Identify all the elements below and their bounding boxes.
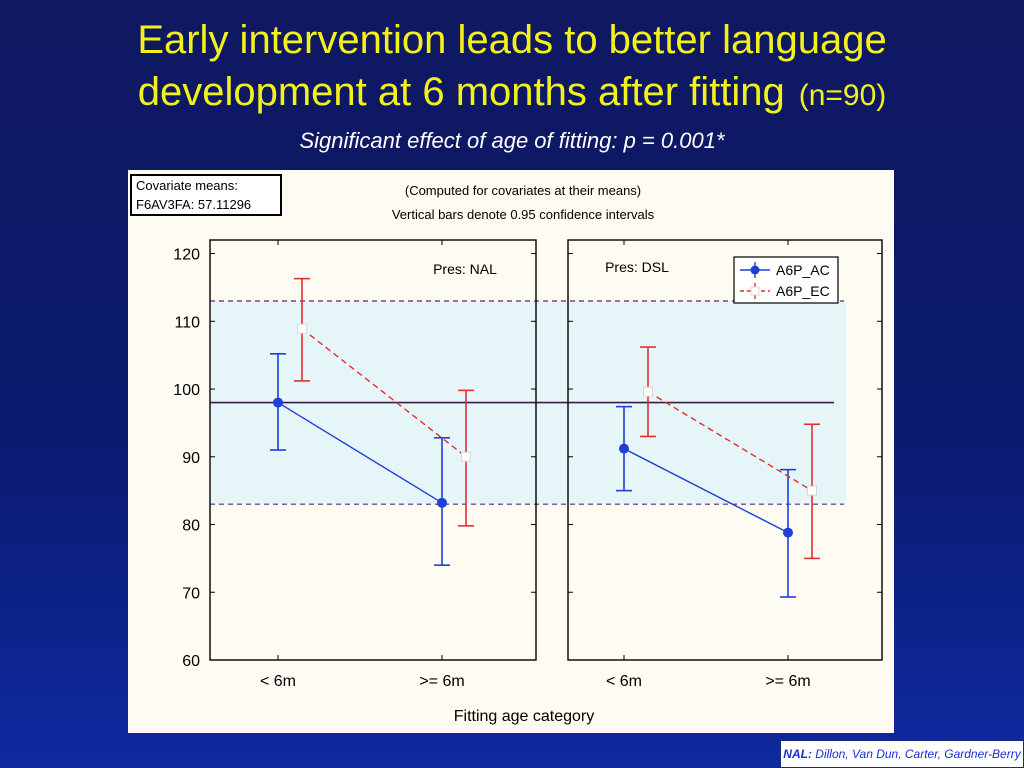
legend-label-ac: A6P_AC: [776, 262, 830, 278]
slide-subtitle: Significant effect of age of fitting: p …: [299, 128, 725, 153]
confidence-note: Vertical bars denote 0.95 confidence int…: [391, 207, 655, 222]
x-tick-label: >= 6m: [419, 673, 464, 690]
legend-marker-ac: [750, 265, 760, 275]
title-line-1: Early intervention leads to better langu…: [137, 18, 887, 62]
covariate-box: Covariate means: F6AV3FA: 57.11296: [130, 174, 282, 216]
data-point-ac: [273, 397, 283, 408]
plot-frame-1: [209, 239, 537, 661]
legend-label-ec: A6P_EC: [776, 283, 830, 299]
y-tick-label: 80: [182, 518, 200, 535]
y-tick-label: 60: [182, 653, 200, 670]
data-point-ec: [461, 451, 471, 462]
data-point-ac: [783, 527, 793, 538]
data-point-ec: [643, 386, 653, 397]
data-point-ac: [437, 497, 447, 508]
x-tick-label: < 6m: [260, 673, 296, 690]
y-tick-label: 90: [182, 450, 200, 467]
series-line-ec: [301, 328, 467, 458]
slide-title: Early intervention leads to better langu…: [0, 14, 1024, 122]
data-point-ec: [807, 485, 817, 496]
panel-label-nal: Pres: NAL: [433, 261, 497, 277]
y-tick-label: 120: [173, 247, 200, 264]
x-tick-label: < 6m: [606, 673, 642, 690]
covariate-line-1: Covariate means:: [136, 178, 238, 193]
y-tick-label: 100: [173, 382, 200, 399]
citation-footer: NAL: Dillon, Van Dun, Carter, Gardner-Be…: [780, 740, 1024, 768]
series-line-ec: [647, 391, 813, 492]
chart-svg: 60 70 80 90 100 110 120 < 6m >= 6m < 6m >= 6m Fitti…: [173, 239, 883, 725]
title-sample-size: (n=90): [798, 79, 887, 112]
x-axis-label: Fitting age category: [454, 708, 595, 725]
y-tick-label: 110: [174, 314, 200, 331]
citation-authors: Dillon, Van Dun, Carter, Gardner-Berry: [811, 747, 1021, 761]
title-line-2-text: development at 6 months after fitting: [137, 70, 785, 114]
legend-marker-ec: [750, 286, 760, 296]
computed-note: (Computed for covariates at their means): [404, 183, 642, 198]
panel-label-dsl: Pres: DSL: [605, 259, 669, 275]
data-point-ac: [619, 443, 629, 454]
data-point-ec: [297, 323, 307, 334]
x-tick-label: >= 6m: [765, 673, 810, 690]
title-line-2: development at 6 months after fitting (n=…: [0, 66, 1024, 122]
citation-nal: NAL:: [783, 747, 812, 761]
y-tick-label: 70: [182, 585, 200, 602]
chart-panel: 60 70 80 90 100 110 120 < 6m >= 6m < 6m >= 6m Fitti…: [128, 170, 894, 733]
covariate-line-2: F6AV3FA: 57.11296: [136, 197, 252, 212]
plot-frame-2: [567, 239, 883, 661]
series-line-ac: [623, 448, 789, 534]
series-line-ac: [277, 401, 443, 504]
